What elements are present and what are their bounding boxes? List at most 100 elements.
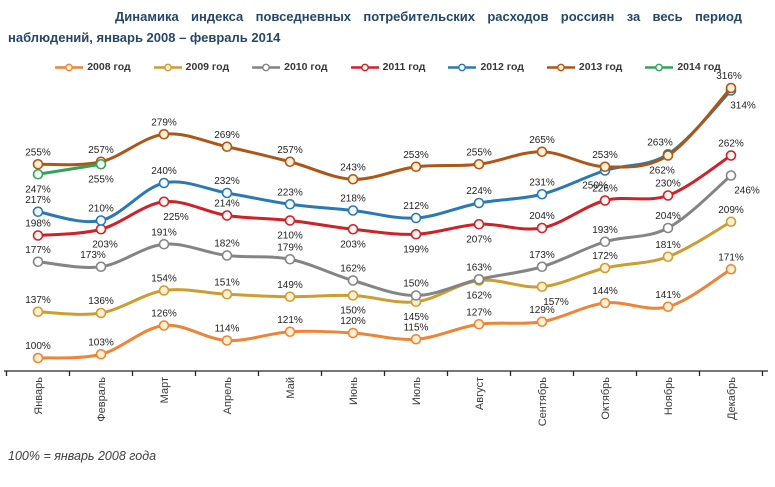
legend-item-2009: 2009 год xyxy=(153,61,229,73)
data-point-marker xyxy=(473,218,485,230)
series-line xyxy=(36,267,733,360)
value-label: 203% xyxy=(92,239,118,250)
series-line xyxy=(36,174,733,298)
value-label: 224% xyxy=(466,186,492,197)
data-point-marker xyxy=(410,290,422,301)
data-point-marker xyxy=(95,215,107,226)
data-point-marker xyxy=(221,288,233,300)
value-label: 257% xyxy=(277,145,303,156)
x-axis-label: Сентябрь xyxy=(537,377,549,427)
data-point-marker xyxy=(662,150,674,161)
value-label: 279% xyxy=(151,117,177,128)
line-chart: Январь Февраль Март Апрель Май Июнь Июль Август… xyxy=(4,71,768,427)
legend-marker-icon xyxy=(55,63,84,71)
legend-label: 2008 год xyxy=(87,61,131,73)
data-point-marker xyxy=(32,256,44,268)
data-point-marker xyxy=(725,82,737,94)
data-point-marker xyxy=(536,261,548,273)
chart-title-line1: Динамика индекса повседневных потребител… xyxy=(115,9,742,24)
data-point-marker xyxy=(95,261,107,273)
data-point-marker xyxy=(599,161,611,173)
data-point-marker xyxy=(158,285,170,296)
footnote: 100% = январь 2008 года xyxy=(8,449,157,463)
value-label: 199% xyxy=(403,244,429,255)
data-point-marker xyxy=(662,222,674,234)
data-point-marker xyxy=(32,206,44,218)
data-point-marker xyxy=(410,212,422,224)
value-label: 262% xyxy=(649,166,675,177)
data-point-marker xyxy=(95,158,107,170)
value-label: 145% xyxy=(403,312,429,323)
data-point-marker xyxy=(536,146,548,158)
value-label: 263% xyxy=(647,137,673,148)
value-label: 115% xyxy=(404,322,429,333)
x-axis-label: Март xyxy=(159,377,171,403)
series-line xyxy=(36,220,733,316)
data-point-marker xyxy=(599,236,611,248)
value-label: 225% xyxy=(163,212,189,223)
series-2013: 255% 257% 279% 269% 257% 243% 253% 255% 265% 253%… xyxy=(25,71,742,185)
data-point-marker xyxy=(662,190,674,201)
value-label: 100% xyxy=(25,341,51,352)
value-label: 218% xyxy=(340,194,366,205)
value-label: 177% xyxy=(25,245,51,256)
data-point-marker xyxy=(347,275,359,286)
data-point-marker xyxy=(158,320,170,331)
data-point-marker xyxy=(725,263,737,275)
x-axis-label: Декабрь xyxy=(726,377,738,420)
data-point-marker xyxy=(221,141,233,153)
data-point-marker xyxy=(158,177,170,189)
value-label: 162% xyxy=(466,291,492,302)
data-point-marker xyxy=(536,316,548,328)
value-label: 182% xyxy=(214,239,240,250)
value-label: 210% xyxy=(88,204,114,215)
data-point-marker xyxy=(725,216,737,228)
data-point-marker xyxy=(473,273,485,285)
value-label: 255% xyxy=(466,147,492,158)
x-axis-label: Август xyxy=(474,377,486,410)
value-label: 137% xyxy=(25,295,51,306)
value-label: 243% xyxy=(340,162,366,173)
series-line xyxy=(36,89,733,224)
value-label: 173% xyxy=(529,250,555,261)
legend-label: 2013 год xyxy=(578,61,623,73)
value-label: 129% xyxy=(529,305,555,316)
value-label: 181% xyxy=(655,240,681,251)
data-point-marker xyxy=(32,306,44,318)
legend: 2008 год 2009 год 2010 год 2011 год 2012 год… xyxy=(0,61,775,73)
x-axis-label: Январь xyxy=(33,377,45,415)
data-point-marker xyxy=(410,161,422,173)
legend-marker-icon xyxy=(546,63,575,71)
value-label: 250% xyxy=(582,181,608,192)
value-label: 269% xyxy=(214,130,240,141)
x-axis-label: Май xyxy=(285,377,297,399)
legend-label: 2009 год xyxy=(185,61,230,73)
legend-marker-icon xyxy=(448,63,477,71)
series-2012: 217% 210% 240% 232% 223% 218% 212% 224% 231% 250%… xyxy=(25,85,756,226)
data-point-marker xyxy=(536,281,548,293)
data-point-marker xyxy=(32,158,44,170)
value-label: 214% xyxy=(214,199,240,210)
data-point-marker xyxy=(536,188,548,200)
data-point-marker xyxy=(221,210,233,221)
value-label: 257% xyxy=(88,145,114,156)
value-label: 103% xyxy=(88,337,114,348)
value-label: 212% xyxy=(403,201,429,212)
legend-item-2014: 2014 год xyxy=(644,61,721,73)
data-point-marker xyxy=(725,150,737,161)
data-point-marker xyxy=(32,168,44,180)
value-label: 173% xyxy=(80,250,106,261)
value-label: 126% xyxy=(151,309,177,320)
legend-marker-icon xyxy=(350,63,379,71)
value-label: 255% xyxy=(88,174,114,185)
legend-item-2013: 2013 год xyxy=(546,61,622,73)
data-point-marker xyxy=(599,297,611,309)
value-label: 151% xyxy=(214,277,240,288)
series-line xyxy=(36,86,733,181)
series-2011: 198% 203% 225% 214% 210% 203% 199% 207% 204% 226%… xyxy=(25,139,744,256)
data-point-marker xyxy=(284,326,296,338)
value-label: 149% xyxy=(277,280,303,291)
series-2010: 177% 173% 191% 182% 179% 162% 150% 163% 173% 193%… xyxy=(25,170,760,301)
value-label: 203% xyxy=(340,239,366,250)
